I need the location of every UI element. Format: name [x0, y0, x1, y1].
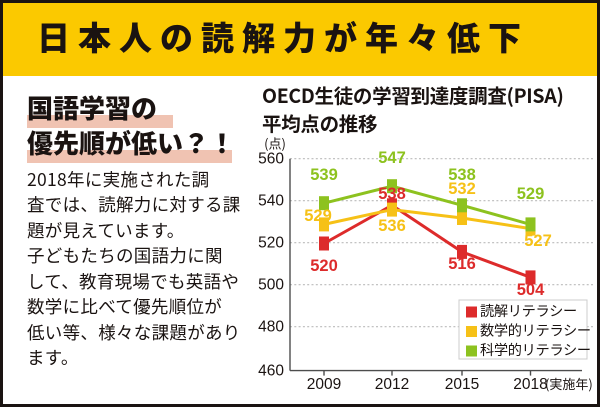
svg-text:538: 538 [448, 166, 476, 184]
svg-text:読解リテラシー: 読解リテラシー [480, 301, 577, 321]
svg-text:538: 538 [378, 185, 406, 203]
svg-text:520: 520 [258, 235, 284, 252]
svg-text:2018: 2018 [513, 376, 547, 393]
svg-text:547: 547 [378, 149, 406, 167]
svg-text:527: 527 [524, 232, 552, 250]
svg-text:科学的リテラシー: 科学的リテラシー [480, 340, 591, 360]
svg-text:2015: 2015 [445, 376, 479, 393]
svg-text:500: 500 [258, 277, 284, 294]
svg-text:539: 539 [310, 166, 338, 184]
svg-text:516: 516 [448, 255, 476, 273]
svg-text:536: 536 [378, 217, 406, 235]
svg-text:数学的リテラシー: 数学的リテラシー [480, 321, 591, 341]
svg-text:529: 529 [304, 207, 332, 225]
svg-text:(実施年): (実施年) [545, 374, 593, 393]
svg-text:2012: 2012 [375, 376, 409, 393]
svg-text:480: 480 [258, 319, 284, 336]
svg-text:2009: 2009 [307, 376, 341, 393]
svg-text:460: 460 [258, 363, 284, 380]
svg-text:504: 504 [517, 281, 545, 299]
svg-text:560: 560 [258, 151, 284, 168]
svg-text:520: 520 [310, 257, 338, 275]
svg-text:(点): (点) [264, 134, 286, 153]
svg-text:540: 540 [258, 193, 284, 210]
svg-text:529: 529 [517, 185, 545, 203]
